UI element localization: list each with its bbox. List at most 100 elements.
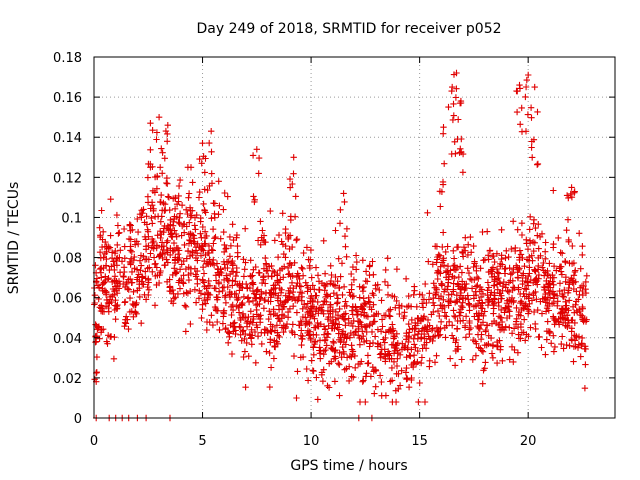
data-point: [157, 164, 164, 171]
data-point: [176, 220, 183, 227]
data-point: [565, 284, 572, 292]
data-point: [533, 296, 540, 303]
data-point: [143, 213, 150, 220]
data-point: [164, 130, 171, 138]
data-point: [121, 323, 128, 330]
data-point: [369, 290, 376, 297]
data-point: [457, 99, 465, 107]
data-point: [414, 335, 421, 342]
data-point: [313, 331, 320, 339]
data-point: [92, 339, 99, 346]
data-point: [341, 303, 348, 310]
data-point: [98, 207, 105, 214]
data-point: [205, 282, 212, 289]
data-point: [502, 304, 509, 311]
data-point: [460, 253, 467, 260]
data-point: [310, 324, 318, 331]
data-point: [502, 323, 509, 330]
data-point: [251, 328, 259, 336]
data-point: [534, 161, 541, 168]
data-point: [250, 281, 257, 288]
data-point: [227, 321, 234, 329]
data-point: [307, 336, 314, 344]
data-point: [215, 288, 223, 295]
data-point: [240, 353, 247, 361]
data-point: [518, 299, 526, 307]
data-point: [576, 306, 583, 313]
data-point: [334, 312, 342, 319]
data-point: [510, 218, 517, 225]
data-point: [563, 341, 570, 349]
data-point: [262, 260, 270, 267]
data-point: [505, 253, 512, 261]
data-point: [205, 291, 212, 298]
data-point: [153, 185, 161, 192]
data-point: [370, 311, 378, 319]
data-point: [208, 148, 215, 155]
data-point: [378, 297, 385, 304]
data-point: [361, 312, 368, 319]
data-point: [125, 235, 133, 243]
data-point: [453, 85, 460, 92]
data-point: [167, 221, 174, 228]
data-point: [408, 316, 415, 324]
data-point: [98, 305, 105, 312]
data-point: [221, 241, 228, 249]
data-point: [387, 326, 394, 333]
data-point: [582, 278, 589, 286]
data-point: [433, 352, 440, 359]
data-point: [547, 274, 554, 281]
data-point: [562, 274, 570, 281]
data-point: [182, 265, 190, 273]
data-point: [239, 302, 246, 309]
data-point: [288, 262, 295, 269]
data-point: [475, 344, 482, 351]
data-point: [242, 330, 249, 338]
data-point: [507, 271, 514, 278]
data-point: [526, 237, 534, 244]
data-point: [558, 271, 566, 278]
data-point: [312, 338, 319, 345]
data-point: [313, 305, 320, 313]
data-point: [98, 326, 105, 334]
data-point: [225, 258, 232, 265]
data-point: [424, 316, 432, 324]
data-point: [474, 331, 482, 338]
data-point: [241, 266, 248, 273]
data-point: [147, 160, 154, 168]
data-point: [557, 249, 564, 256]
data-point: [444, 283, 451, 290]
data-point: [398, 302, 405, 310]
data-point: [299, 353, 307, 361]
data-point: [307, 308, 314, 316]
data-point: [497, 314, 504, 322]
data-point: [253, 146, 260, 153]
data-point: [494, 338, 501, 346]
data-point: [472, 352, 480, 359]
data-point: [112, 297, 119, 304]
data-point: [158, 231, 165, 238]
data-point: [224, 264, 231, 272]
data-point: [246, 284, 254, 292]
data-point: [525, 333, 532, 340]
data-point: [568, 184, 575, 191]
data-point: [176, 176, 184, 184]
data-point: [572, 278, 579, 285]
data-point: [270, 282, 277, 289]
data-point: [325, 322, 332, 329]
data-point: [544, 294, 552, 301]
data-point: [454, 243, 462, 251]
data-point: [247, 334, 255, 341]
data-point: [381, 346, 388, 353]
data-point: [106, 244, 114, 251]
data-point: [292, 297, 299, 304]
data-point: [226, 333, 233, 340]
data-point: [191, 222, 198, 229]
data-point: [356, 341, 364, 348]
data-point: [152, 260, 159, 267]
data-point: [568, 325, 575, 332]
data-point: [164, 180, 171, 187]
data-point: [531, 83, 538, 91]
data-point: [163, 278, 171, 285]
data-point: [435, 251, 442, 258]
